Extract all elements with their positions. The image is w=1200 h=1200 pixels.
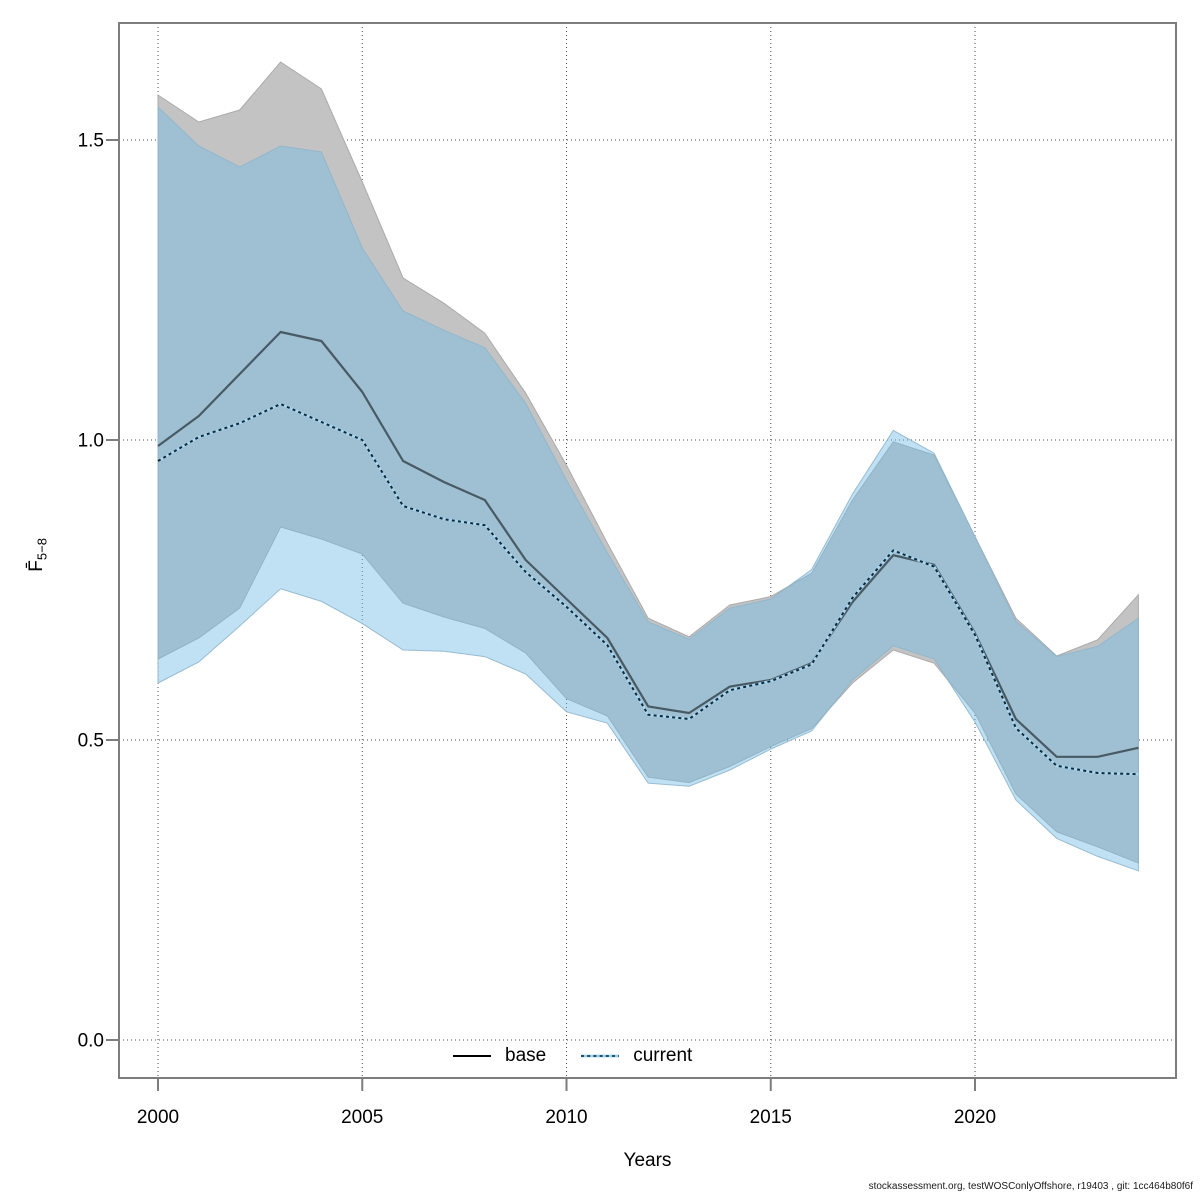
y-tick-label: 0.5 [78, 731, 104, 752]
y-tick-label: 1.0 [78, 431, 104, 452]
legend-entry-current: current [580, 1045, 692, 1067]
legend-entry-base: base [452, 1045, 546, 1067]
legend-base-label: base [505, 1045, 547, 1066]
x-tick-label: 2005 [341, 1107, 383, 1128]
current-confidence-band [157, 105, 1139, 872]
y-axis-title: F̄5−8 [6, 519, 70, 591]
footer-attribution: stockassessment.org, testWOSConlyOffshor… [868, 1181, 1193, 1192]
legend-base-line-sample [453, 1055, 491, 1057]
legend-current-label: current [633, 1045, 693, 1066]
y-axis-title-sub: 5−8 [34, 538, 50, 561]
y-tick-label: 1.5 [78, 131, 104, 152]
x-axis-title: Years [623, 1150, 672, 1171]
y-tick-label: 0.0 [78, 1031, 104, 1052]
chart-legend: base current [452, 1045, 692, 1067]
x-tick-label: 2015 [750, 1107, 792, 1128]
legend-current-line-sample [581, 1054, 620, 1058]
y-axis-title-main: F̄ [26, 560, 48, 572]
x-tick-label: 2000 [137, 1107, 179, 1128]
x-tick-label: 2020 [954, 1107, 996, 1128]
plot-border [118, 22, 1177, 1079]
current-median-line [157, 403, 1139, 776]
x-tick-label: 2010 [545, 1107, 587, 1128]
